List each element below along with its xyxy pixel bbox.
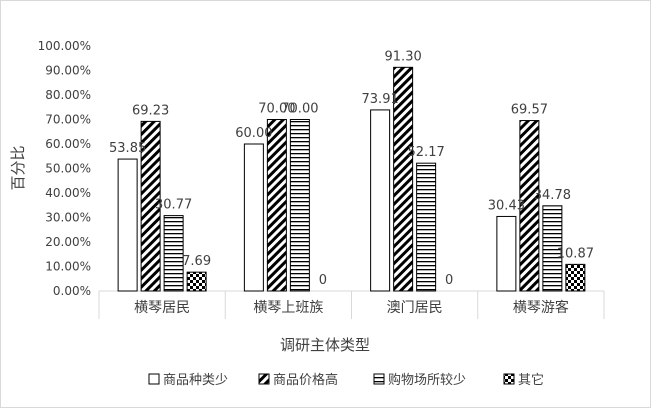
- y-tick-label: 40.00%: [45, 186, 91, 200]
- bar-data-label: 60.00: [235, 126, 272, 141]
- bar: [565, 263, 586, 292]
- legend-swatch: [148, 373, 160, 385]
- x-category-label: 横琴居民: [134, 300, 190, 316]
- legend: 商品种类少 商品价格高 购物场所较少 其它: [148, 372, 544, 388]
- bar: [266, 119, 287, 292]
- bar-data-label: 7.69: [182, 254, 211, 269]
- bar-data-label: 52.17: [408, 145, 445, 160]
- bar-data-label: 69.57: [511, 103, 548, 118]
- legend-swatch: [258, 373, 270, 385]
- bar-data-label: 53.85: [109, 141, 146, 156]
- x-category-label: 横琴游客: [513, 299, 569, 316]
- bar: [243, 143, 264, 292]
- legend-label: 商品价格高: [273, 372, 338, 388]
- legend-swatch: [373, 373, 385, 385]
- legend-label: 购物场所较少: [388, 372, 466, 388]
- bar-data-label: 30.77: [155, 198, 192, 213]
- legend-swatch: [503, 373, 515, 385]
- y-tick-label: 20.00%: [45, 235, 91, 249]
- y-axis-title: 百分比: [9, 145, 27, 190]
- bar-data-label: 70.00: [281, 102, 318, 117]
- y-tick-label: 30.00%: [45, 211, 91, 225]
- bar: [393, 66, 414, 292]
- bar-data-label: 69.23: [132, 103, 169, 118]
- bar-series: [117, 66, 586, 292]
- y-tick-label: 100.00%: [38, 39, 91, 53]
- legend-label: 商品种类少: [163, 373, 228, 388]
- y-tick-label: 90.00%: [45, 64, 91, 78]
- bar: [542, 205, 563, 292]
- y-tick-label: 50.00%: [45, 162, 91, 176]
- bar: [496, 215, 517, 292]
- x-category-label: 横琴上班族: [253, 300, 323, 316]
- bar-data-label: 73.91: [362, 92, 399, 107]
- x-axis-title: 调研主体类型: [280, 336, 370, 354]
- bar: [519, 120, 540, 292]
- y-tick-label: 80.00%: [45, 88, 91, 102]
- y-tick-label: 0.00%: [53, 284, 91, 298]
- bar-data-label: 30.43: [488, 198, 525, 213]
- bar: [370, 109, 391, 292]
- bar-data-label: 0: [445, 273, 453, 288]
- x-axis-categories: 横琴居民 横琴上班族 澳门居民 横琴游客: [134, 299, 569, 316]
- bar-data-label: 0: [319, 273, 327, 288]
- bar: [186, 271, 207, 292]
- legend-label: 其它: [518, 372, 544, 388]
- y-tick-label: 60.00%: [45, 137, 91, 151]
- bar-data-label: 91.30: [385, 49, 422, 64]
- x-category-label: 澳门居民: [387, 300, 443, 316]
- bar: [140, 120, 161, 292]
- bar: [117, 158, 138, 292]
- y-tick-label: 10.00%: [45, 260, 91, 274]
- bar-data-label: 34.78: [534, 188, 571, 203]
- bar: [416, 162, 437, 292]
- y-tick-label: 70.00%: [45, 113, 91, 127]
- bar-data-label: 10.87: [557, 246, 594, 261]
- y-axis-ticks: 0.00% 10.00% 20.00% 30.00% 40.00% 50.00% 60.00…: [38, 39, 91, 298]
- bar: [163, 215, 184, 292]
- bar: [289, 119, 310, 292]
- bar-data-label: 70.00: [258, 102, 295, 117]
